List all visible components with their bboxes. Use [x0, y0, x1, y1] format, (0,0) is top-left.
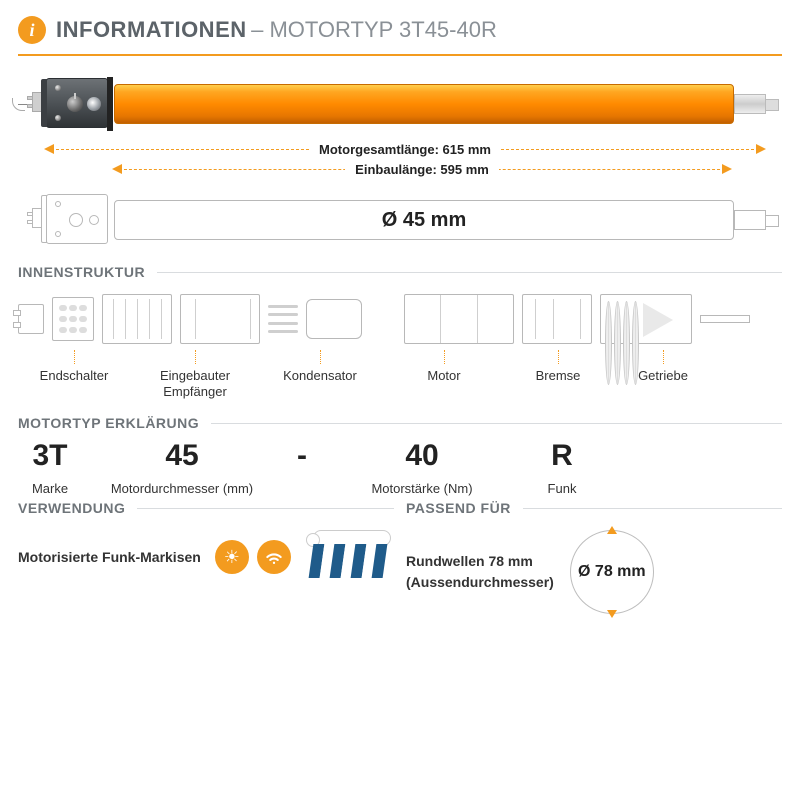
sun-icon: ☀ — [215, 540, 249, 574]
type-torque: 40 Motorstärke (Nm) — [322, 441, 522, 496]
comp-bremse — [522, 294, 592, 344]
label-motor: Motor — [380, 350, 508, 399]
comp-getriebe — [600, 294, 692, 344]
label-getriebe: Getriebe — [608, 350, 718, 399]
fits-text: Rundwellen 78 mm (Aussendurchmesser) — [406, 551, 554, 593]
section-label-usage: VERWENDUNG — [18, 500, 125, 516]
comp-shaft — [700, 315, 750, 323]
type-explanation-row: 3T Marke 45 Motordurchmesser (mm) - 40 M… — [18, 441, 782, 496]
label-empfaenger: EingebauterEmpfänger — [130, 350, 260, 399]
header: i INFORMATIONEN – MOTORTYP 3T45-40R — [18, 16, 782, 44]
dimension-install-length: Einbaulänge: 595 mm — [114, 160, 730, 178]
comp-endschalter — [102, 294, 172, 344]
comp-motor — [404, 294, 514, 344]
type-brand: 3T Marke — [18, 441, 82, 496]
section-label-type: MOTORTYP ERKLÄRUNG — [18, 415, 199, 431]
awning-icon — [305, 530, 391, 584]
section-label-fits: PASSEND FÜR — [406, 500, 511, 516]
label-kondensator: Kondensator — [260, 350, 380, 399]
type-dash: - — [282, 441, 322, 471]
comp-head-wires — [52, 297, 94, 341]
dimension-total-length: Motorgesamtlänge: 615 mm — [46, 140, 764, 158]
section-type-explanation: MOTORTYP ERKLÄRUNG — [18, 415, 782, 431]
shaft-ring: Ø 78 mm — [570, 530, 654, 614]
label-bremse: Bremse — [508, 350, 608, 399]
header-title: INFORMATIONEN — [56, 17, 247, 42]
comp-wire-bundle — [268, 302, 298, 336]
component-labels: Endschalter EingebauterEmpfänger Kondens… — [18, 350, 782, 407]
wifi-icon — [257, 540, 291, 574]
dim-total-label: Motorgesamtlänge: 615 mm — [309, 142, 501, 157]
diameter-label: Ø 45 mm — [382, 209, 466, 232]
type-diameter: 45 Motordurchmesser (mm) — [82, 441, 282, 496]
panel-fits: PASSEND FÜR Rundwellen 78 mm (Aussendurc… — [394, 500, 782, 614]
section-label-inner: INNENSTRUKTUR — [18, 264, 145, 280]
info-icon: i — [18, 16, 46, 44]
header-rule — [18, 54, 782, 56]
label-endschalter: Endschalter — [18, 350, 130, 399]
usage-text: Motorisierte Funk-Markisen — [18, 549, 201, 565]
panel-usage: VERWENDUNG Motorisierte Funk-Markisen ☀ — [18, 500, 394, 614]
motor-outline: Ø 45 mm — [18, 186, 782, 246]
ring-label: Ø 78 mm — [578, 563, 646, 581]
motor-illustration — [18, 70, 782, 134]
comp-receiver — [180, 294, 260, 344]
section-innenstruktur: INNENSTRUKTUR — [18, 264, 782, 280]
comp-plug — [18, 304, 44, 334]
comp-kondensator — [306, 299, 362, 339]
type-radio: R Funk — [522, 441, 602, 496]
header-subtitle: – MOTORTYP 3T45-40R — [251, 17, 497, 42]
dim-install-label: Einbaulänge: 595 mm — [345, 162, 499, 177]
exploded-view — [18, 290, 782, 346]
